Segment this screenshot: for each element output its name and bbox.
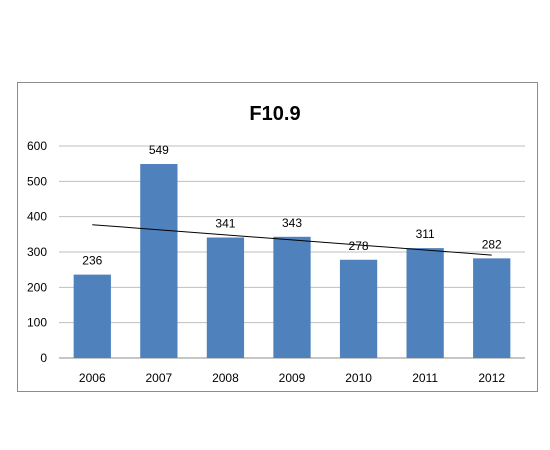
data-label: 549 bbox=[149, 143, 169, 157]
bar bbox=[273, 236, 311, 358]
y-tick-label: 300 bbox=[27, 245, 47, 259]
bar bbox=[206, 237, 245, 358]
data-label: 343 bbox=[282, 216, 302, 230]
y-tick-label: 100 bbox=[27, 316, 47, 330]
bar bbox=[473, 258, 511, 358]
y-tick-label: 500 bbox=[27, 174, 47, 188]
data-label: 311 bbox=[416, 227, 435, 241]
bar bbox=[406, 248, 444, 358]
y-tick-label: 600 bbox=[27, 139, 47, 153]
x-tick-label: 2009 bbox=[279, 371, 306, 385]
x-tick-label: 2008 bbox=[212, 371, 239, 385]
chart-title: F10.9 bbox=[249, 103, 300, 125]
bar bbox=[339, 259, 378, 358]
x-tick-label: 2010 bbox=[345, 371, 372, 385]
y-tick-label: 200 bbox=[27, 280, 47, 294]
x-tick-label: 2012 bbox=[478, 371, 505, 385]
y-tick-label: 0 bbox=[40, 351, 47, 365]
data-label: 282 bbox=[482, 237, 502, 251]
bar bbox=[73, 274, 111, 358]
x-tick-label: 2006 bbox=[79, 371, 106, 385]
y-tick-label: 400 bbox=[27, 210, 47, 224]
data-label: 236 bbox=[82, 254, 102, 268]
x-tick-label: 2011 bbox=[412, 371, 438, 385]
data-label: 278 bbox=[349, 239, 369, 253]
trendline bbox=[92, 224, 492, 256]
bar bbox=[140, 164, 178, 358]
x-tick-label: 2007 bbox=[146, 371, 173, 385]
data-label: 341 bbox=[215, 217, 235, 231]
